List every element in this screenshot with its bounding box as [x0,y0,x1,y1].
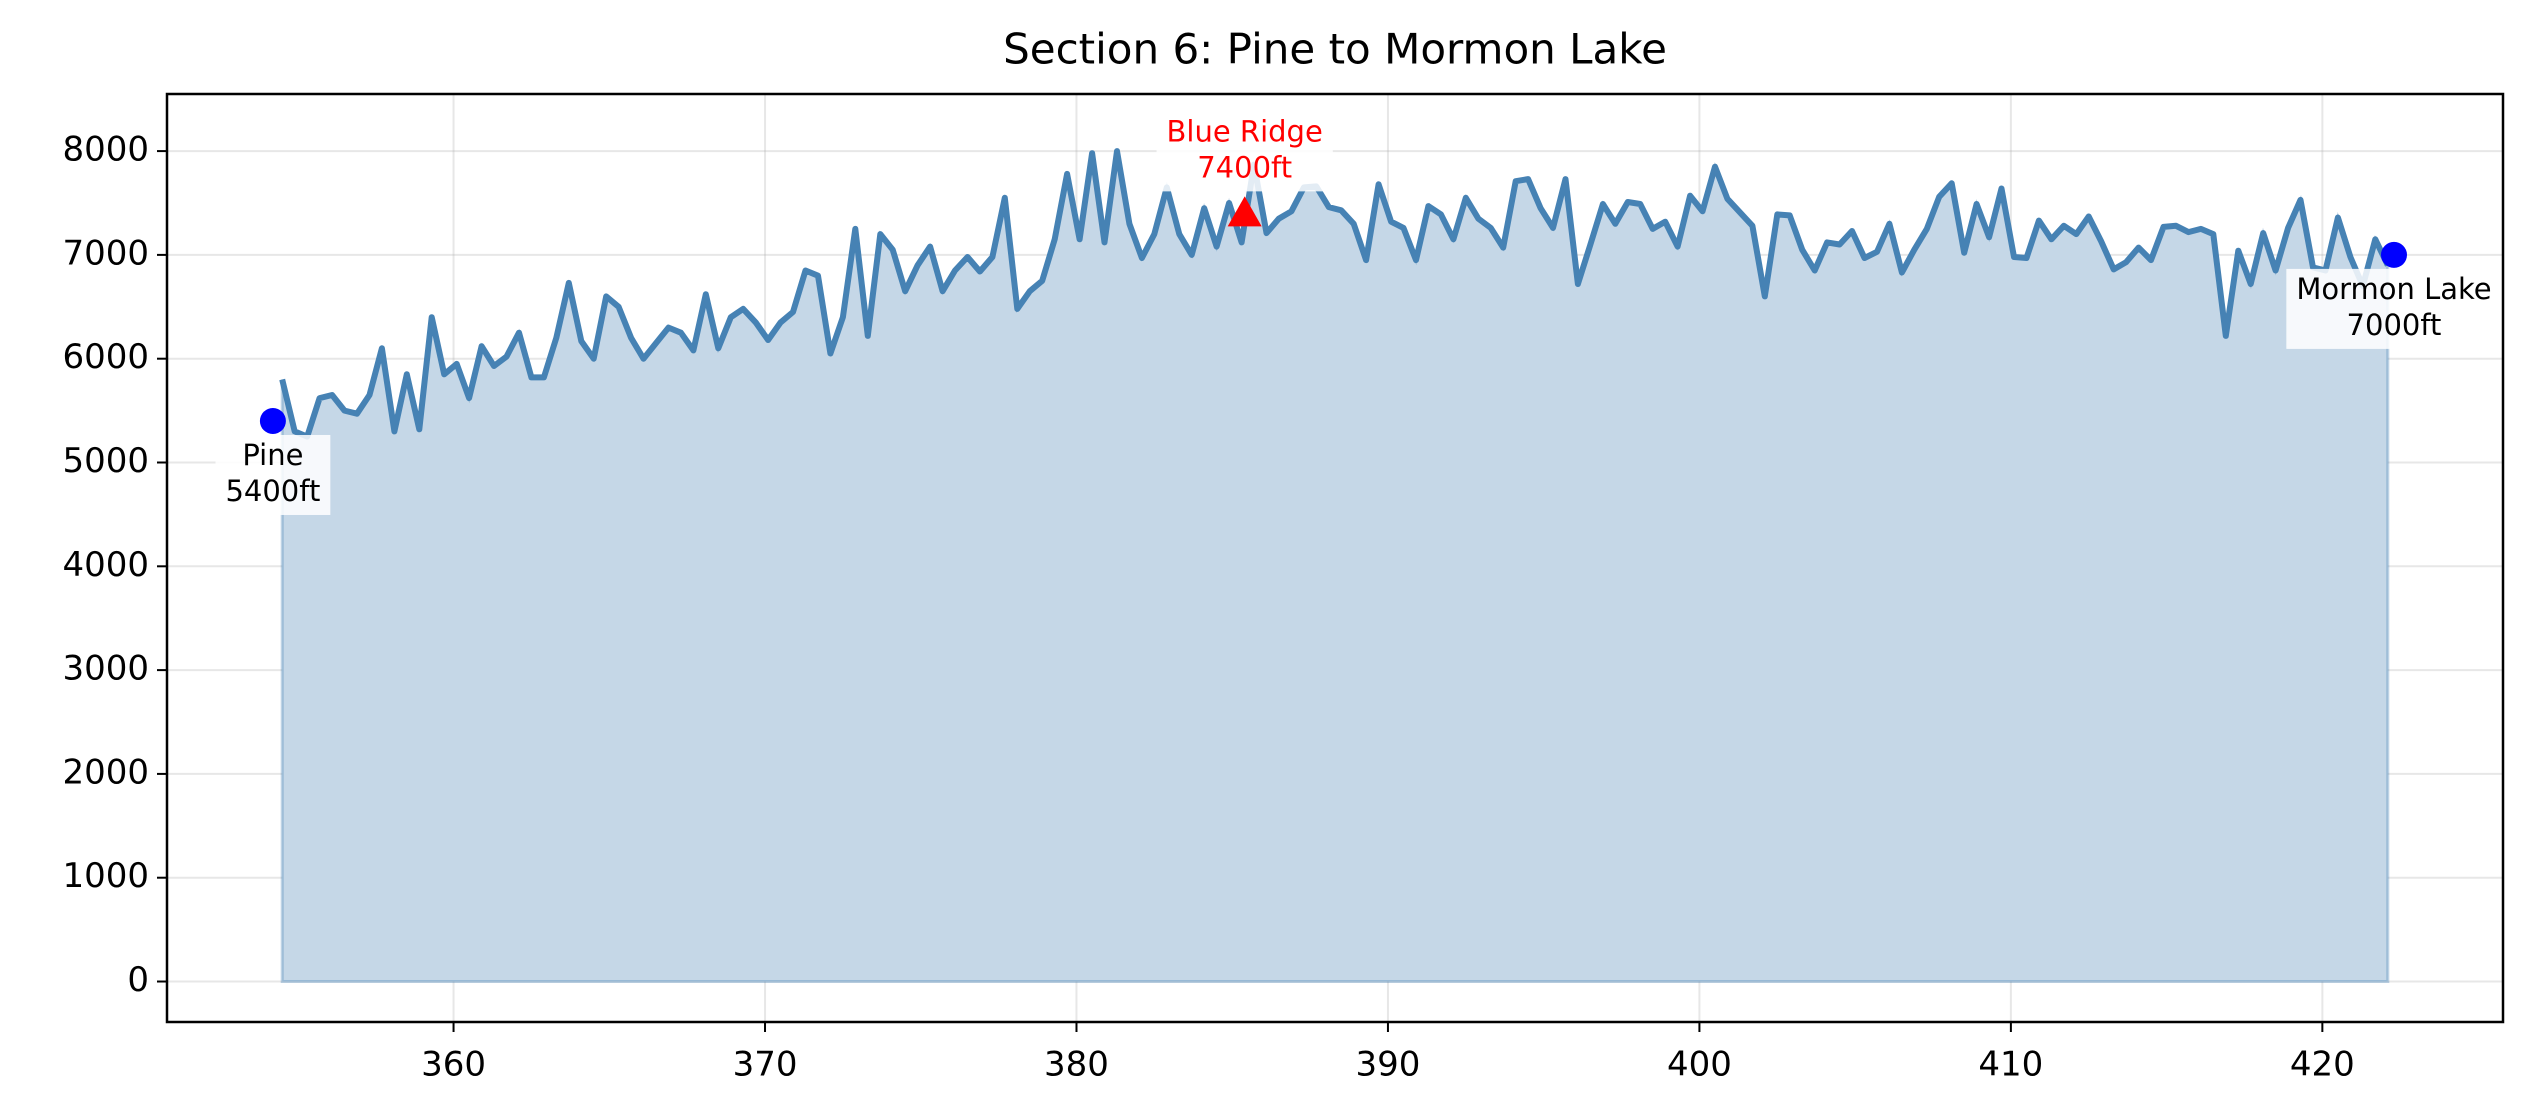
annotation-box [1156,111,1333,192]
x-tick-label: 360 [421,1045,486,1085]
elevation-area [280,150,2390,984]
y-tick-label: 6000 [62,337,149,377]
x-tick-label: 370 [733,1045,798,1085]
y-tick-label: 3000 [62,649,149,689]
marker [259,407,286,434]
x-tick-label: 420 [2290,1045,2355,1085]
annotation-value: 7000ft [2347,308,2442,342]
annotation-value: 5400ft [225,474,320,508]
chart-title: Section 6: Pine to Mormon Lake [1003,25,1667,74]
annotation-box [2286,268,2502,349]
y-tick-label: 8000 [62,130,149,170]
plot-frame [165,92,2505,1024]
x-tick-label: 390 [1355,1045,1420,1085]
y-tick-label: 1000 [62,856,149,896]
x-tick-label: 400 [1667,1045,1732,1085]
annotation-name: Pine [242,438,303,472]
y-tick-label: 4000 [62,545,149,585]
annotation-name: Mormon Lake [2296,272,2491,306]
annotation-box [215,434,331,515]
annotation-value: 7400ft [1197,150,1292,184]
elevation-line [279,148,2391,440]
y-tick-label: 5000 [62,441,149,481]
y-tick-label: 0 [127,960,149,1000]
y-tick-label: 2000 [62,752,149,792]
x-tick-label: 380 [1044,1045,1109,1085]
marker [1227,196,1262,227]
y-tick-label: 7000 [62,233,149,273]
annotation-name: Blue Ridge [1167,114,1323,148]
marker [2380,241,2407,268]
x-tick-label: 410 [1978,1045,2043,1085]
